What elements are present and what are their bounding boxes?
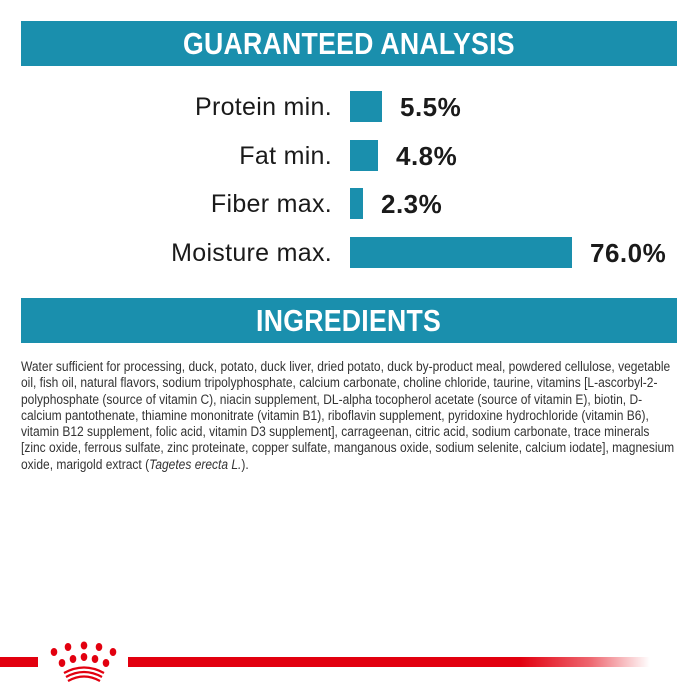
analysis-row-protein: Protein min. 5.5% xyxy=(0,91,700,123)
analysis-label: Fat min. xyxy=(239,142,332,170)
ingredients-header: INGREDIENTS xyxy=(21,298,677,343)
analysis-row-fiber: Fiber max. 2.3% xyxy=(0,188,700,220)
analysis-value: 76.0% xyxy=(590,238,667,268)
analysis-bar xyxy=(350,140,378,171)
analysis-bar xyxy=(350,188,363,219)
analysis-value: 5.5% xyxy=(400,92,462,122)
analysis-row-moisture: Moisture max. 76.0% xyxy=(0,237,700,269)
analysis-bar xyxy=(350,91,382,122)
royal-canin-crown-icon xyxy=(38,640,128,685)
analysis-value: 4.8% xyxy=(396,141,458,171)
guaranteed-analysis-header: GUARANTEED ANALYSIS xyxy=(21,21,677,66)
guaranteed-analysis-title: GUARANTEED ANALYSIS xyxy=(183,25,515,61)
ingredients-end: ). xyxy=(241,456,249,473)
analysis-label: Protein min. xyxy=(195,93,332,121)
analysis-label: Fiber max. xyxy=(210,190,332,218)
footer-red-line xyxy=(0,657,650,667)
ingredients-title: INGREDIENTS xyxy=(256,302,442,338)
ingredients-text: Water sufficient for processing, duck, p… xyxy=(21,359,677,473)
analysis-value: 2.3% xyxy=(381,189,443,219)
analysis-row-fat: Fat min. 4.8% xyxy=(0,140,700,172)
ingredients-italic: Tagetes erecta L. xyxy=(149,456,242,473)
analysis-bar xyxy=(350,237,572,268)
ingredients-body: Water sufficient for processing, duck, p… xyxy=(21,359,675,473)
analysis-label: Moisture max. xyxy=(171,239,332,267)
